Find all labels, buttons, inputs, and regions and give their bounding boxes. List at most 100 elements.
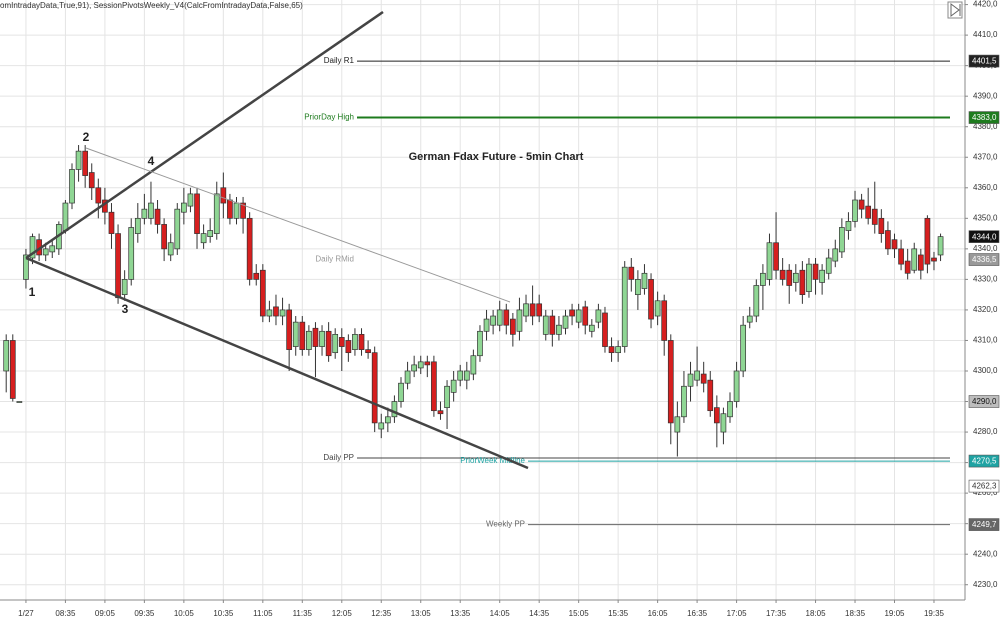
- price-marker: [968, 454, 1000, 468]
- candle-body: [891, 239, 898, 250]
- candle-body: [740, 324, 747, 372]
- candle-body: [806, 263, 812, 292]
- candle-body: [16, 401, 23, 403]
- candle-body: [338, 337, 345, 347]
- x-tick-label: 11:35: [293, 609, 313, 618]
- candle-body: [924, 217, 931, 265]
- candle-body: [562, 315, 569, 329]
- candle-body: [325, 330, 332, 357]
- candle-body: [529, 303, 536, 317]
- candle-body: [463, 370, 470, 381]
- x-tick-label: 18:05: [806, 609, 827, 618]
- candle-body: [200, 233, 207, 244]
- trend-line: [25, 10, 384, 260]
- candle-body: [523, 303, 529, 317]
- candle-body: [556, 324, 562, 335]
- x-tick-label: 1/27: [18, 609, 34, 618]
- candle-body: [417, 361, 424, 369]
- x-tick-label: 17:35: [766, 609, 787, 618]
- candle-body: [174, 208, 181, 250]
- candle-body: [595, 309, 602, 323]
- candle-body: [398, 382, 404, 402]
- candle-body: [332, 334, 339, 354]
- candle-body: [391, 401, 398, 418]
- point-label: 3: [122, 302, 129, 316]
- candle-body: [457, 370, 464, 381]
- chart-title: German Fdax Future - 5min Chart: [409, 151, 584, 163]
- candle-body: [858, 199, 865, 210]
- x-tick-label: 16:05: [648, 609, 669, 618]
- candle-body: [411, 364, 418, 372]
- candle-body: [667, 340, 674, 424]
- candle-body: [128, 227, 135, 280]
- y-tick-label: 4390,0: [973, 91, 998, 100]
- candle-body: [904, 260, 911, 274]
- candle-body: [161, 224, 167, 250]
- candle-body: [700, 373, 707, 384]
- x-tick-label: 18:35: [845, 609, 866, 618]
- candle-body: [23, 254, 29, 280]
- price-marker-label: 4270,5: [972, 457, 997, 466]
- price-marker: [968, 230, 1000, 243]
- price-marker-label: 4401,5: [972, 57, 997, 66]
- candle-body: [931, 257, 937, 262]
- candle-body: [681, 385, 687, 418]
- candle-body: [187, 193, 194, 207]
- y-tick-label: 4260,0: [973, 488, 998, 497]
- candle-body: [575, 309, 582, 323]
- point-label: 2: [83, 130, 90, 144]
- x-tick-label: 08:35: [55, 609, 76, 618]
- y-tick-label: 4350,0: [973, 213, 998, 222]
- candle-body: [240, 202, 246, 219]
- candle-body: [378, 422, 385, 430]
- price-marker: [968, 253, 1000, 266]
- candle-body: [259, 269, 266, 317]
- candle-body: [786, 269, 793, 286]
- y-tick-label: 4240,0: [973, 549, 998, 558]
- candle-body: [194, 193, 200, 234]
- candle-body: [207, 230, 214, 237]
- candle-body: [825, 257, 832, 274]
- candle-body: [358, 334, 365, 350]
- candle-body: [220, 187, 227, 204]
- candle-body: [319, 330, 325, 347]
- x-tick-label: 09:05: [95, 609, 116, 618]
- x-tick-label: 10:05: [174, 609, 195, 618]
- y-tick-label: 4310,0: [973, 336, 998, 345]
- candle-body: [852, 199, 858, 222]
- candle-body: [49, 245, 56, 253]
- candle-body: [82, 150, 89, 176]
- scroll-icon[interactable]: [947, 1, 963, 19]
- candle-body: [167, 242, 174, 256]
- levels: Daily R1 PriorDay High Daily RMid Daily PP P…: [304, 56, 950, 529]
- y-tick-label: 4380,0: [973, 122, 998, 131]
- candle-body: [917, 254, 924, 271]
- candle-body: [911, 248, 918, 271]
- price-marker-label: 4336,5: [972, 255, 997, 264]
- candle-body: [9, 340, 16, 399]
- x-tick-label: 14:05: [490, 609, 511, 618]
- level-label: PriorWeek Midline: [460, 456, 525, 465]
- x-tick-label: 11:05: [253, 609, 273, 618]
- y-tick-label: 4300,0: [973, 366, 998, 375]
- price-marker: [968, 111, 1000, 124]
- candle-body: [404, 370, 411, 384]
- x-tick-label: 10:35: [213, 609, 234, 618]
- candle-body: [687, 373, 694, 387]
- level-label: PriorDay High: [304, 113, 354, 122]
- candle-body: [286, 309, 292, 350]
- candle-body: [878, 217, 885, 234]
- candle-body: [727, 401, 733, 418]
- candle-body: [516, 309, 523, 332]
- y-tick-label: 4340,0: [973, 244, 998, 253]
- candle-body: [792, 272, 799, 283]
- price-marker: [968, 395, 1000, 408]
- candle-body: [227, 199, 233, 219]
- candle-body: [299, 321, 306, 350]
- candle-body: [707, 379, 714, 412]
- candle-body: [510, 318, 516, 335]
- candle-body: [246, 217, 253, 280]
- candle-body: [674, 416, 681, 433]
- candle-body: [69, 169, 75, 204]
